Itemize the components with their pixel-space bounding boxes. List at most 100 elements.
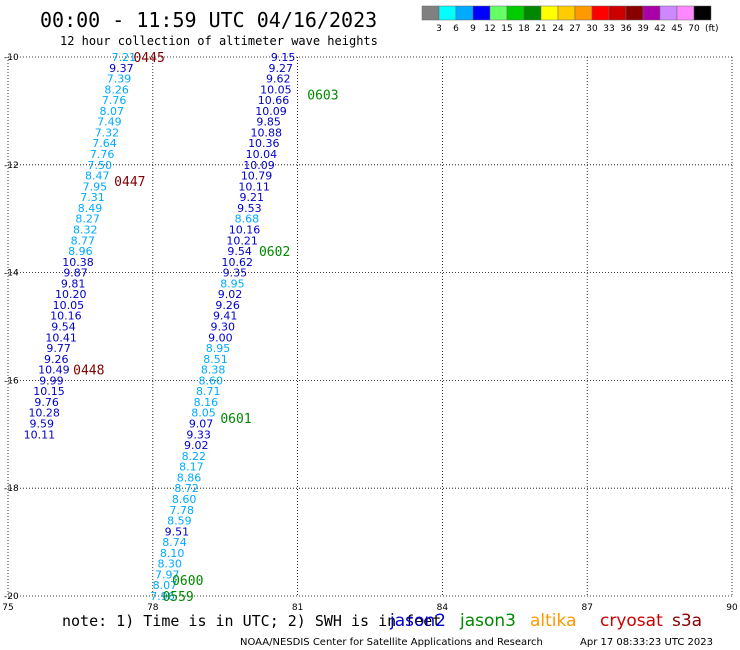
data-point-label: 8.72 [174,482,199,495]
data-point-label: 9.21 [239,191,264,204]
data-point-label: 9.53 [237,202,262,215]
data-point-label: 8.10 [160,547,185,560]
data-point-label: 9.15 [271,51,296,64]
data-point-label: 10.16 [50,310,82,323]
data-point-label: 9.26 [215,299,240,312]
x-tick-label: 90 [726,603,738,613]
time-label: 0448 [73,364,104,379]
color-scale-label: 39 [637,24,649,34]
color-scale-label: 33 [603,24,614,34]
data-point-label: 8.60 [172,493,197,506]
data-point-label: 10.04 [246,148,278,161]
x-tick-label: 87 [581,603,592,613]
data-point-label: 10.41 [45,331,77,344]
color-swatch [676,5,695,21]
footer-timestamp: Apr 17 08:33:23 UTC 2023 [580,637,713,648]
data-point-label: 9.33 [186,428,211,441]
data-point-label: 10.36 [248,137,280,150]
color-swatch [557,5,576,21]
data-point-label: 8.17 [179,461,204,474]
chart-subtitle: 12 hour collection of altimeter wave hei… [60,34,378,48]
data-point-label: 8.30 [157,558,182,571]
data-point-label: 8.96 [68,245,93,258]
color-swatch [625,5,644,21]
data-point-label: 10.21 [226,234,258,247]
color-swatch [455,5,474,21]
data-point-label: 10.20 [55,288,87,301]
color-swatch [472,5,491,21]
time-label: 0447 [114,175,145,190]
data-point-label: 8.95 [220,277,245,290]
data-point-label: 7.49 [97,116,122,129]
data-point-label: 9.54 [227,245,252,258]
data-point-label: 7.76 [90,148,115,161]
footer-credit: NOAA/NESDIS Center for Satellite Applica… [240,637,543,648]
data-point-label: 9.35 [223,267,248,280]
color-scale-label: 18 [518,24,530,34]
satellite-legend: jason2 jason3 altika cryosat s3a [389,611,702,631]
data-point-label: 9.00 [208,331,233,344]
data-point-label: 9.37 [109,62,134,75]
data-point-label: 8.38 [201,364,226,377]
x-tick-label: 81 [292,603,303,613]
data-point-label: 8.74 [162,536,187,549]
color-scale-label: 15 [501,24,512,34]
legend-altika: altika [530,611,577,631]
data-point-label: 9.85 [256,116,281,129]
x-tick-label: 75 [2,603,13,613]
data-point-label: 8.47 [85,170,110,183]
y-tick-label: -10 [4,53,19,63]
data-point-label: 10.66 [258,94,290,107]
chart-title: 00:00 - 11:59 UTC 04/16/2023 [40,8,377,32]
y-tick-label: -20 [4,592,19,602]
color-scale-unit: (ft) [705,24,719,34]
data-point-label: 8.68 [235,213,260,226]
time-label: 0600 [172,574,203,589]
data-point-label: 9.30 [211,321,236,334]
data-point-label: 7.76 [102,94,127,107]
data-point-label: 7.31 [80,191,105,204]
data-point-label: 8.26 [104,83,129,96]
color-scale-label: 21 [535,24,546,34]
x-tick-label: 84 [437,603,449,613]
color-swatch [506,5,525,21]
data-point-label: 10.28 [28,407,60,420]
data-point-label: 8.59 [167,515,192,528]
data-point-label: 9.76 [34,396,59,409]
color-scale-label: 45 [671,24,682,34]
data-point-label: 9.99 [39,374,64,387]
note-text: note: 1) Time is in UTC; 2) SWH is in fe… [62,612,441,630]
color-swatch [438,5,457,21]
data-point-label: 7.50 [87,159,112,172]
time-label: 0559 [162,590,193,605]
data-point-label: 10.05 [260,83,292,96]
data-point-label: 8.32 [73,223,98,236]
y-tick-label: -12 [4,161,19,171]
color-swatch [608,5,627,21]
data-point-label: 9.81 [61,277,86,290]
color-swatch [574,5,593,21]
grid-lines [7,56,733,597]
data-point-label: 10.88 [250,126,282,139]
axis-ticks: 75 78 81 84 87 90 -10 -12 -14 -16 -18 -20 [2,53,738,613]
data-point-label: 8.86 [177,471,202,484]
y-tick-label: -18 [4,484,19,494]
data-point-label: 8.95 [206,342,231,355]
color-scale-label: 3 [436,24,442,34]
data-point-label: 8.07 [153,579,178,592]
data-point-label: 9.51 [165,525,190,538]
time-label: 0603 [307,89,338,104]
data-point-label: 7.21 [112,51,137,64]
legend-jason2: jason2 [389,611,446,631]
color-scale-label: 24 [552,24,564,34]
color-scale-label: 70 [688,24,700,34]
data-point-label: 7.96 [150,590,175,603]
color-swatch [659,5,678,21]
data-point-label: 9.41 [213,310,238,323]
data-point-label: 8.05 [191,407,216,420]
data-point-label: 7.64 [92,137,117,150]
data-point-label: 10.11 [24,428,56,441]
color-swatch [523,5,542,21]
